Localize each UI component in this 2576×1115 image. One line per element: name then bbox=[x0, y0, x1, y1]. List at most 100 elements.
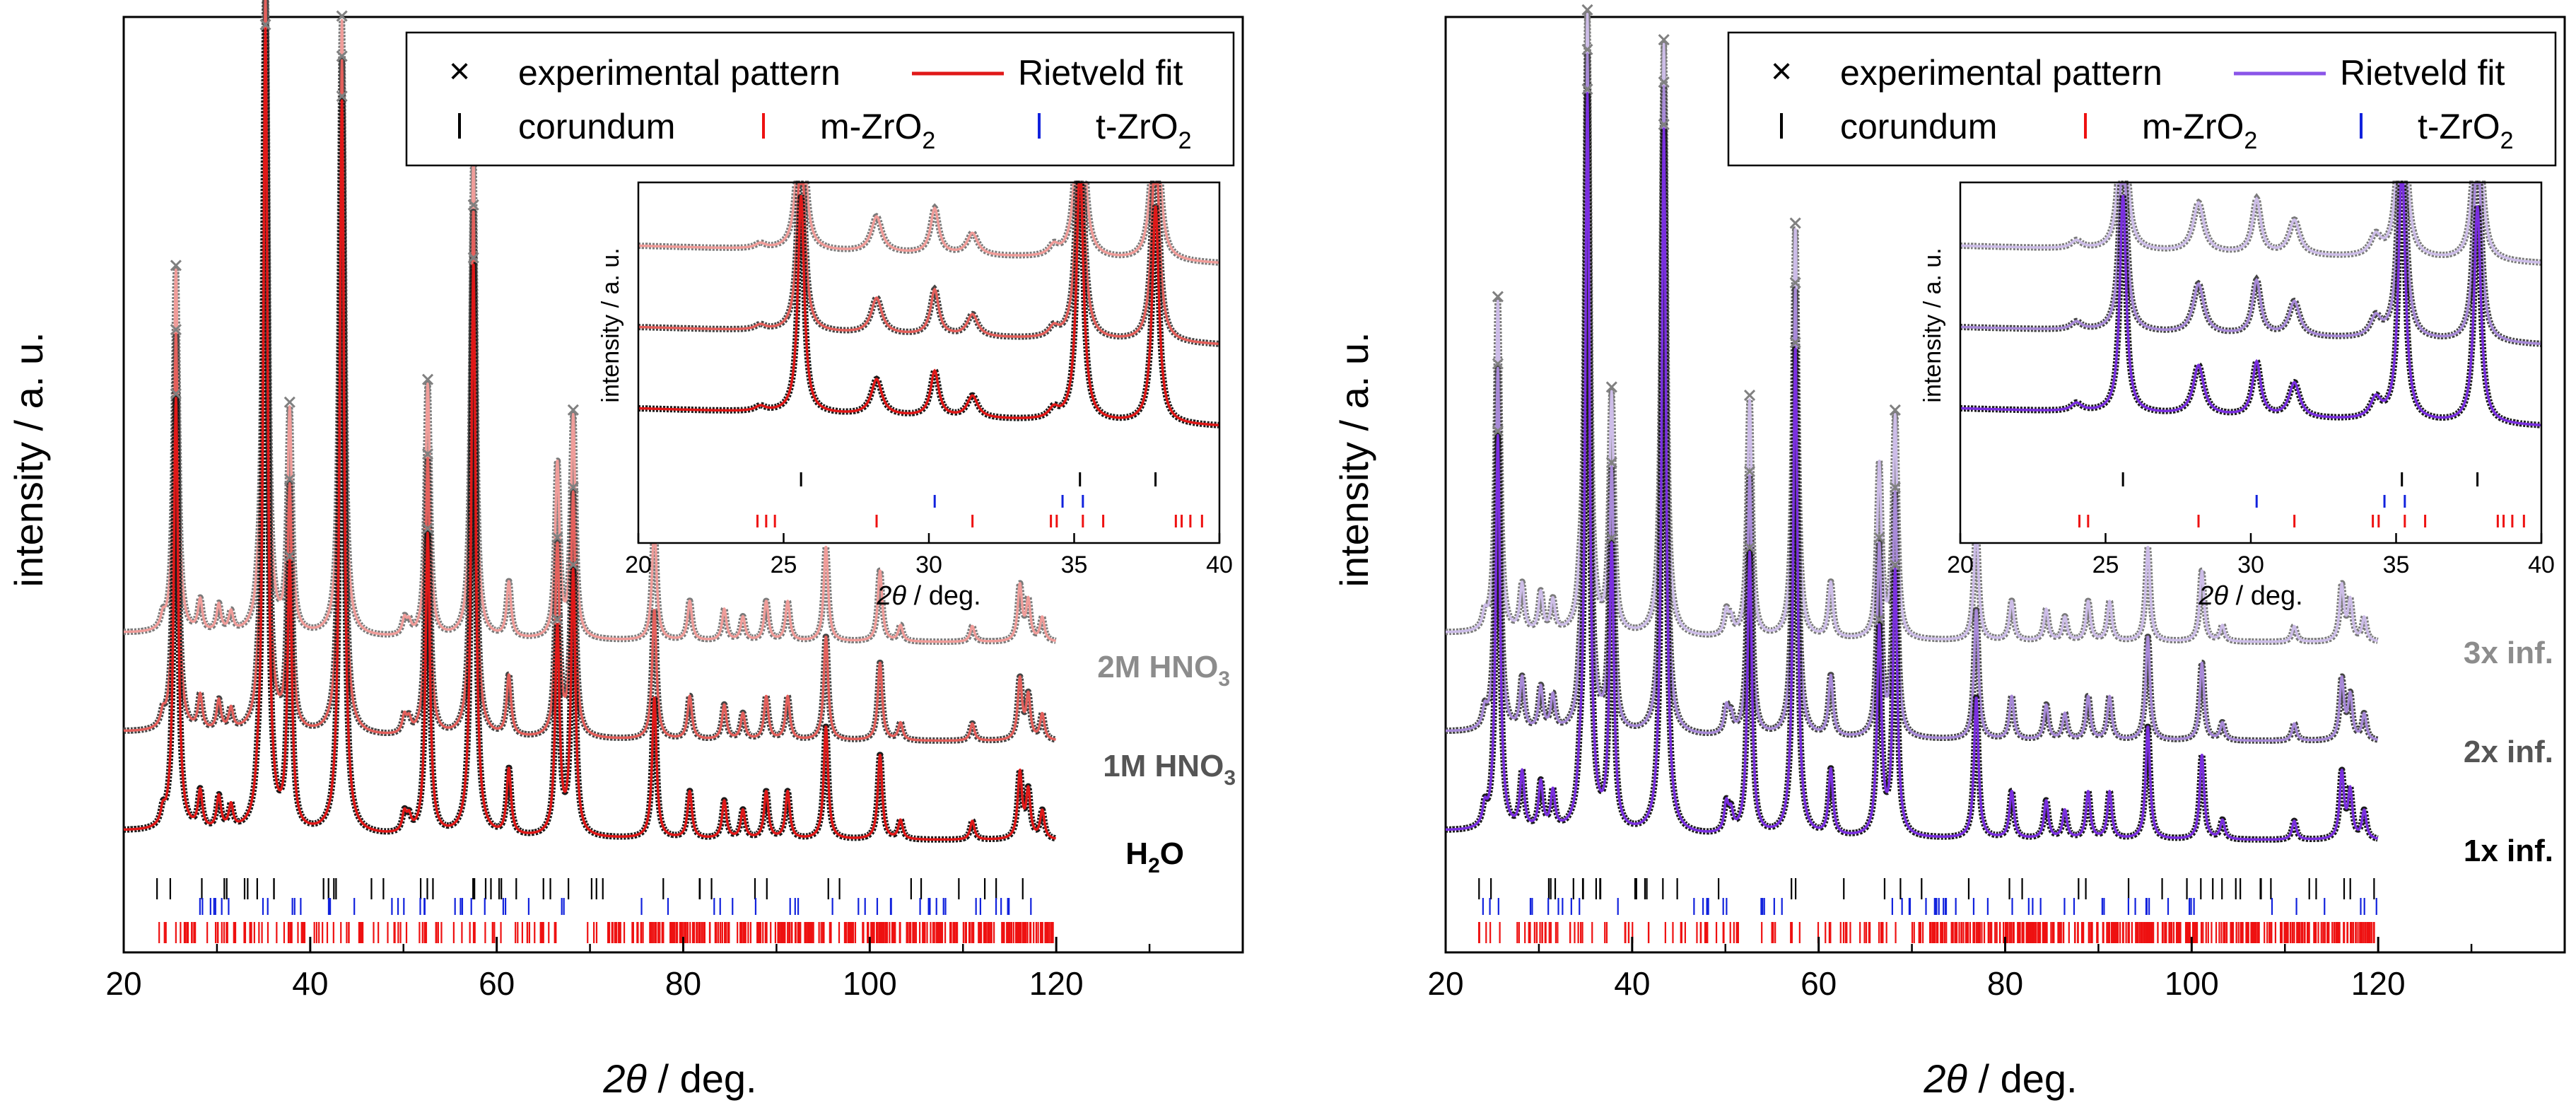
x-tick-label: 60 bbox=[1801, 965, 1837, 1002]
x-tick-label: 120 bbox=[2351, 965, 2406, 1002]
experimental-peak-marker bbox=[1743, 390, 1756, 402]
marker-stroke bbox=[283, 396, 295, 408]
experimental-peak-marker bbox=[1605, 457, 1617, 469]
inset-y-axis-label: intensity / a. u. bbox=[597, 247, 624, 402]
x-tick-label: 40 bbox=[292, 965, 328, 1002]
x-axis: 20 40 60 80 100 120 bbox=[105, 937, 1151, 1002]
y-axis-label: intensity / a. u. bbox=[1332, 332, 1376, 587]
experimental-peak-marker bbox=[1658, 34, 1670, 46]
y-axis-label: intensity / a. u. bbox=[6, 332, 51, 587]
x-axis-label: 2θ / deg. bbox=[602, 1056, 756, 1101]
marker-stroke bbox=[1658, 76, 1670, 88]
inset-x-tick-label: 30 bbox=[915, 551, 942, 578]
legend-marker-experimental: × bbox=[1771, 51, 1792, 92]
experimental-peak-marker bbox=[1492, 425, 1504, 437]
inset-fit-0 bbox=[638, 182, 1219, 427]
legend-label-t-zro2-sub: 2 bbox=[2500, 127, 2514, 154]
x-tick-label: 80 bbox=[1987, 965, 2023, 1002]
experimental-peak-marker bbox=[551, 532, 563, 544]
marker-stroke bbox=[1605, 381, 1617, 393]
rietveld-fit-0 bbox=[122, 28, 1057, 841]
marker-stroke bbox=[170, 259, 182, 272]
legend-label-experimental: experimental pattern bbox=[1840, 53, 2162, 93]
marker-stroke bbox=[1873, 614, 1885, 626]
marker-stroke bbox=[1873, 532, 1885, 544]
rietveld-fit-2 bbox=[122, 0, 1057, 643]
inset-x-axis: 20 25 30 35 40 bbox=[1947, 533, 2555, 578]
x-tick-label: 40 bbox=[1614, 965, 1650, 1002]
inset-curves bbox=[638, 180, 1219, 428]
series-label-1: 1M HNO3 bbox=[1103, 749, 1236, 790]
marker-stroke bbox=[1581, 83, 1593, 95]
inset-plot: 20 25 30 35 40 intensity / a. u. 2θ / deg. bbox=[1919, 180, 2555, 611]
experimental-peak-marker bbox=[467, 199, 479, 211]
series-group bbox=[1443, 4, 2381, 843]
marker-stroke bbox=[567, 404, 579, 416]
x-axis-label-unit: / deg. bbox=[647, 1056, 757, 1101]
right-panel: 20 40 60 80 100 120 intensity / a. u. 2θ / de… bbox=[1332, 4, 2566, 1101]
series-label-1-text: 1M HNO bbox=[1103, 749, 1224, 783]
marker-stroke bbox=[1492, 291, 1504, 303]
inset-fit-1 bbox=[638, 182, 1219, 346]
inset-x-tick-label: 35 bbox=[2383, 551, 2410, 578]
marker-stroke bbox=[421, 523, 434, 535]
marker-stroke bbox=[336, 10, 348, 22]
series-label-0-tail: O bbox=[1160, 836, 1184, 871]
experimental-peak-marker bbox=[1889, 481, 1901, 494]
legend-label-m-zro2-text: m-ZrO bbox=[2142, 107, 2244, 146]
rietveld-fit-0 bbox=[1444, 92, 2379, 841]
legend-label-t-zro2-sub: 2 bbox=[1178, 127, 1192, 154]
marker-stroke bbox=[1658, 34, 1670, 46]
legend-label-corundum: corundum bbox=[1840, 107, 1997, 146]
legend-label-experimental: experimental pattern bbox=[518, 53, 841, 93]
experimental-peak-marker bbox=[1743, 465, 1756, 477]
experimental-peak-marker bbox=[1889, 404, 1901, 416]
experimental-peak-marker bbox=[1581, 43, 1593, 56]
experimental-peak-marker bbox=[283, 473, 295, 485]
experimental-peak-marker bbox=[170, 324, 182, 336]
inset-x-tick-label: 40 bbox=[2528, 551, 2555, 578]
experimental-peak-marker bbox=[259, 18, 271, 30]
marker-stroke bbox=[551, 532, 563, 544]
inset-x-axis-label-var: 2θ bbox=[876, 581, 906, 611]
legend-label-fit: Rietveld fit bbox=[1018, 53, 1183, 93]
x-tick-label: 20 bbox=[1427, 965, 1463, 1002]
marker-stroke bbox=[1605, 532, 1617, 544]
inset-x-tick-label: 40 bbox=[1206, 551, 1233, 578]
series-label-1: 2x inf. bbox=[2464, 735, 2553, 769]
marker-stroke bbox=[336, 91, 348, 103]
experimental-peak-marker bbox=[1873, 614, 1885, 626]
experimental-peak-marker bbox=[1492, 358, 1504, 370]
marker-stroke bbox=[467, 252, 479, 264]
experimental-peak-marker bbox=[1889, 559, 1901, 571]
experimental-peak-marker bbox=[283, 396, 295, 408]
experimental-peak-marker bbox=[467, 252, 479, 264]
legend-label-corundum: corundum bbox=[518, 107, 675, 146]
marker-stroke bbox=[1492, 425, 1504, 437]
experimental-peak-marker bbox=[1789, 276, 1801, 289]
experimental-peak-marker bbox=[1658, 76, 1670, 88]
x-tick-label: 100 bbox=[843, 965, 897, 1002]
experimental-peak-marker bbox=[1743, 542, 1756, 554]
series-label-2-sub: 3 bbox=[1218, 667, 1230, 691]
x-tick-label: 100 bbox=[2165, 965, 2219, 1002]
legend-label-m-zro2-text: m-ZrO bbox=[820, 107, 922, 146]
inset-fit-2 bbox=[1960, 182, 2541, 264]
series-labels: 2M HNO3 1M HNO3 H2O bbox=[1097, 650, 1236, 877]
experimental-peak-marker bbox=[170, 259, 182, 272]
marker-stroke bbox=[170, 387, 182, 400]
legend-label-t-zro2-text: t-ZrO bbox=[2418, 107, 2500, 146]
marker-stroke bbox=[1889, 559, 1901, 571]
inset-x-axis: 20 25 30 35 40 bbox=[625, 533, 1233, 578]
marker-stroke bbox=[1789, 276, 1801, 289]
marker-stroke bbox=[1743, 390, 1756, 402]
x-axis-label-unit: / deg. bbox=[1967, 1056, 2078, 1101]
series-label-2: 2M HNO3 bbox=[1097, 650, 1230, 691]
marker-stroke bbox=[421, 448, 434, 460]
legend-label-t-zro2: t-ZrO2 bbox=[1096, 107, 1192, 154]
marker-stroke bbox=[467, 199, 479, 211]
marker-stroke bbox=[567, 559, 579, 571]
experimental-peak-marker bbox=[567, 481, 579, 494]
series-label-0: 1x inf. bbox=[2464, 834, 2553, 868]
marker-stroke bbox=[1581, 43, 1593, 56]
